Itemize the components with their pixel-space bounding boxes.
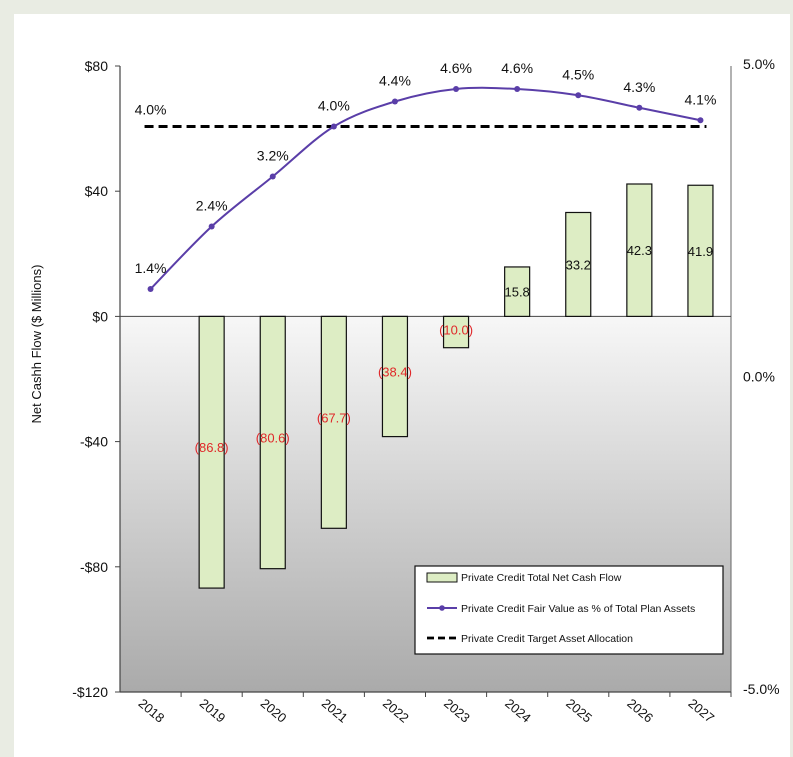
y-tick-label: $80: [85, 58, 109, 74]
fair-value-label: 4.5%: [562, 66, 594, 82]
x-tick-label: 2020: [258, 696, 290, 726]
fair-value-point: [330, 123, 337, 130]
y2-tick-label: 5.0%: [743, 56, 775, 72]
bar: [565, 211, 592, 317]
fair-value-point: [575, 92, 582, 99]
bar: [259, 315, 286, 570]
x-tick-label: 2022: [380, 696, 412, 726]
fair-value-point: [269, 173, 276, 180]
y-tick-label: -$80: [80, 559, 108, 575]
net-cash-flow-chart: $80 $40 $0 -$40 -$80 -$120 5.0% 0.0% -5.0% 2018 20…: [29, 56, 780, 726]
target-allocation-label: 4.0%: [135, 102, 167, 118]
x-tick-label: 2018: [136, 696, 168, 726]
x-tick-label: 2019: [197, 696, 229, 726]
bar: [504, 266, 531, 317]
bar-data-label: 15.8: [504, 285, 529, 300]
x-tick-label: 2026: [624, 696, 656, 726]
fair-value-point: [453, 86, 460, 92]
fair-value-label: 4.0%: [318, 98, 350, 114]
chart-frame: $80 $40 $0 -$40 -$80 -$120 5.0% 0.0% -5.0% 2018 20…: [14, 14, 790, 757]
fair-value-label: 4.4%: [379, 73, 411, 89]
fair-value-point: [636, 104, 643, 111]
y-tick-label: $0: [92, 308, 108, 324]
legend-label-bar: Private Credit Total Net Cash Flow: [461, 572, 622, 584]
bar: [381, 315, 409, 438]
bar-data-label: (67.7): [317, 410, 351, 425]
y-axis-label: Net Cashh Flow ($ Millions): [29, 265, 44, 424]
bar: [687, 184, 714, 318]
x-tick-label: 2021: [319, 696, 351, 726]
fair-value-point: [697, 117, 704, 124]
x-tick-label: 2023: [441, 696, 473, 726]
bar: [442, 315, 470, 349]
bar-data-label: 33.2: [566, 257, 591, 272]
legend: Private Credit Total Net Cash Flow Priva…: [414, 565, 724, 655]
x-tick-label: 2027: [685, 696, 717, 726]
y-tick-label: -$40: [80, 434, 108, 450]
legend-swatch-bar: [426, 572, 458, 583]
x-tick-label: 2025: [563, 696, 595, 726]
fair-value-label: 3.2%: [257, 148, 289, 164]
y-tick-label: -$120: [72, 684, 108, 700]
bar-data-label: (38.4): [378, 364, 412, 379]
legend-label-dashed: Private Credit Target Asset Allocation: [461, 633, 633, 645]
fair-value-label: 1.4%: [135, 260, 167, 276]
bar-data-label: (86.8): [195, 440, 229, 455]
bar-data-label: 41.9: [688, 244, 713, 259]
fair-value-label: 4.6%: [440, 60, 472, 76]
x-tick-label: 2024: [502, 696, 534, 726]
y-tick-label: $40: [85, 183, 109, 199]
fair-value-line: [149, 86, 701, 290]
fair-value-point: [208, 223, 215, 230]
legend-swatch-line-marker: [439, 605, 445, 611]
bar-data-label: (10.0): [439, 322, 473, 337]
fair-value-label: 4.1%: [684, 91, 716, 107]
fair-value-point: [147, 286, 154, 292]
bar: [626, 183, 653, 318]
y2-tick-label: 0.0%: [743, 369, 775, 385]
fair-value-label: 4.6%: [501, 60, 533, 76]
fair-value-label: 4.3%: [623, 79, 655, 95]
bar-data-label: 42.3: [627, 243, 652, 258]
legend-label-line: Private Credit Fair Value as % of Total …: [461, 603, 695, 615]
bar: [198, 315, 225, 589]
fair-value-label: 2.4%: [196, 198, 228, 214]
y2-tick-label: -5.0%: [743, 681, 780, 697]
fair-value-point: [514, 86, 521, 92]
bar: [320, 315, 347, 529]
fair-value-point: [391, 98, 398, 105]
bar-data-label: (80.6): [256, 431, 290, 446]
